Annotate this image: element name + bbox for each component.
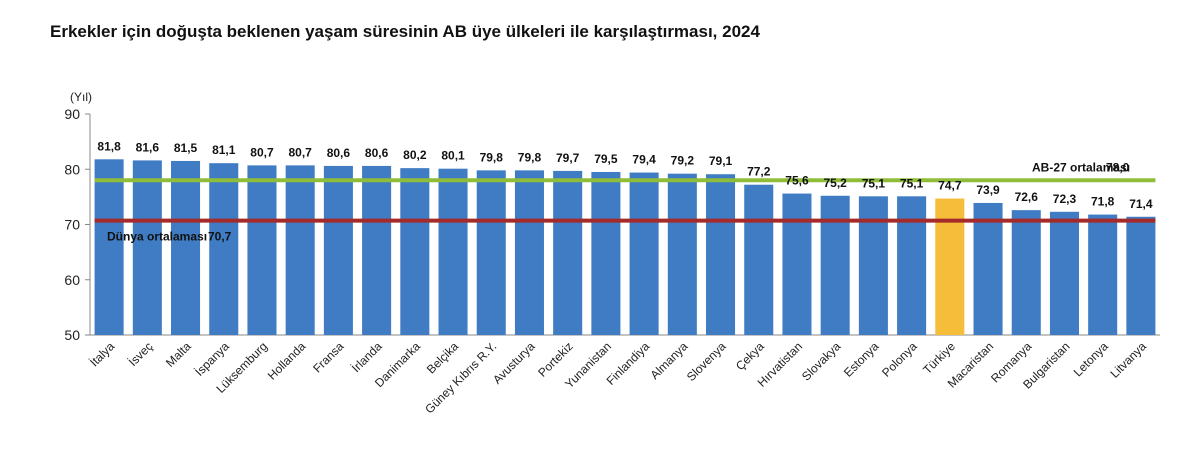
value-label: 71,4 (1129, 197, 1153, 211)
x-tick-label: İrlanda (349, 339, 385, 375)
bar-2 (132, 160, 162, 335)
x-tick-label: Türkiye (920, 339, 958, 377)
bar-12 (514, 170, 544, 335)
x-tick-label: Polonya (879, 339, 920, 380)
value-label: 80,6 (365, 146, 389, 160)
bar-15 (629, 172, 659, 335)
y-tick-label: 90 (64, 106, 80, 122)
x-tick-label: Letonya (1071, 339, 1111, 379)
value-label: 75,1 (900, 176, 924, 190)
value-label: 75,6 (785, 174, 809, 188)
bar-26 (1049, 211, 1079, 335)
value-label: 79,5 (594, 152, 618, 166)
y-axis-label: (Yıl) (70, 90, 92, 104)
bar-6 (285, 165, 315, 335)
value-label: 72,6 (1015, 190, 1039, 204)
value-label: 81,1 (212, 143, 236, 157)
y-axis: 50 60 70 80 90 (64, 106, 1160, 343)
bar-3 (171, 160, 201, 335)
bar-24 (973, 202, 1003, 335)
x-tick-label: Belçika (424, 339, 461, 376)
x-tick-label: Malta (163, 339, 194, 370)
x-tick-label: Litvanya (1108, 339, 1150, 381)
value-label: 80,2 (403, 148, 427, 162)
bar-5 (247, 165, 277, 335)
x-tick-label: Hollanda (265, 339, 309, 383)
bar-8 (362, 165, 392, 335)
y-tick-label: 70 (64, 217, 80, 233)
bar-13 (553, 170, 583, 335)
value-label: 71,8 (1091, 195, 1115, 209)
bar-20 (820, 195, 850, 335)
x-tick-label: Estonya (841, 339, 882, 380)
bar-27 (1088, 214, 1118, 335)
value-label: 80,7 (250, 145, 274, 159)
value-label: 75,1 (862, 176, 886, 190)
value-label: 80,7 (288, 145, 312, 159)
bars-group (94, 159, 1156, 335)
bar-9 (400, 168, 430, 335)
x-axis-labels: İtalya İsveç MaltaİspanyaLüksemburgHolland… (87, 339, 1149, 416)
bar-22 (897, 196, 927, 335)
bar-21 (858, 196, 888, 335)
x-tick-label: Slovakya (799, 339, 844, 384)
bar-17 (706, 174, 736, 335)
value-label: 81,5 (174, 141, 198, 155)
value-label: 73,9 (976, 183, 1000, 197)
reference-line-value: 70,7 (208, 230, 232, 244)
x-tick-label: Çekya (733, 339, 767, 373)
value-label: 79,8 (480, 150, 504, 164)
bar-7 (323, 165, 353, 335)
value-labels: 81,8 81,6 81,5 81,1 80,7 80,7 80,6 80,6 80,2 80,1… (97, 139, 1152, 210)
x-tick-label: İtalya (87, 339, 117, 369)
value-label: 81,6 (136, 140, 160, 154)
value-label: 79,8 (518, 150, 542, 164)
value-label: 75,2 (823, 176, 847, 190)
y-tick-label: 50 (64, 327, 80, 343)
x-tick-label: Avusturya (490, 339, 538, 387)
value-label: 77,2 (747, 165, 771, 179)
bar-19 (782, 193, 812, 335)
value-label: 79,1 (709, 154, 733, 168)
bar-14 (591, 172, 621, 335)
bar-4 (209, 163, 239, 335)
reference-line-name: AB-27 ortalaması (1032, 160, 1130, 174)
reference-line-value: 78,0 (1106, 160, 1130, 174)
bar-16 (667, 173, 697, 335)
bar-10 (438, 168, 468, 335)
value-label: 72,3 (1053, 192, 1077, 206)
bar-18 (744, 184, 774, 335)
value-label: 79,4 (632, 153, 656, 167)
y-tick-label: 80 (64, 161, 80, 177)
reference-line-name: Dünya ortalaması (107, 230, 207, 244)
y-tick-label: 60 (64, 272, 80, 288)
x-tick-label: Güney Kıbrıs R.Y. (422, 339, 499, 416)
x-tick-label: Fransa (310, 339, 347, 376)
value-label: 74,7 (938, 179, 962, 193)
value-label: 81,8 (97, 139, 121, 153)
chart-title: Erkekler için doğuşta beklenen yaşam sür… (50, 22, 760, 41)
bar-1 (94, 159, 124, 335)
bar-25 (1011, 210, 1041, 335)
value-label: 79,7 (556, 151, 580, 165)
value-label: 79,2 (671, 154, 695, 168)
value-label: 80,6 (327, 146, 351, 160)
bar-28 (1126, 216, 1156, 335)
bar-11 (476, 170, 506, 335)
x-tick-label: Slovenya (684, 339, 729, 384)
x-tick-label: İsveç (126, 339, 156, 369)
value-label: 80,1 (441, 149, 465, 163)
